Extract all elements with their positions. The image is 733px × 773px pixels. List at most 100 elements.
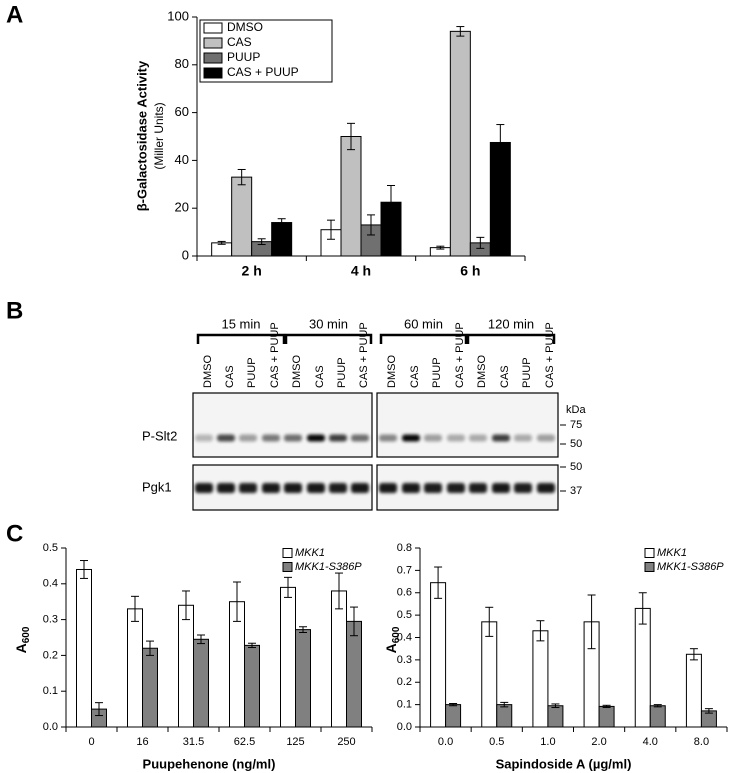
error-bar — [704, 708, 713, 714]
error-bar — [449, 703, 458, 707]
band — [262, 434, 280, 442]
marker-label: 75 — [570, 419, 582, 431]
band — [217, 434, 235, 442]
bar — [271, 222, 293, 257]
bracket — [379, 333, 468, 344]
y-tick-label: 0.7 — [397, 564, 412, 576]
bar — [430, 582, 447, 728]
bar — [331, 590, 347, 728]
band — [514, 483, 532, 493]
bar — [445, 704, 462, 728]
legend-label: MKK1-S386P — [657, 561, 724, 573]
band — [469, 434, 487, 442]
error-bar — [146, 640, 154, 656]
legend-swatch — [203, 37, 223, 49]
lane-label: CAS + PUUP — [544, 322, 556, 388]
y-tick-label: 0.1 — [43, 685, 58, 697]
time-label: 15 min — [221, 316, 260, 331]
error-bar — [347, 122, 355, 151]
x-tick-label: 0.5 — [489, 736, 504, 748]
x-tick-label: 0 — [88, 736, 94, 748]
band — [307, 483, 325, 493]
band — [469, 483, 487, 493]
bar — [634, 607, 651, 728]
error-bar — [248, 642, 256, 649]
lane-label: PUUP — [336, 357, 348, 388]
error-bar — [587, 594, 596, 650]
y-tick-label: 80 — [175, 56, 189, 71]
x-tick-label: 2.0 — [591, 736, 606, 748]
legend-swatch — [203, 22, 223, 34]
lane-label: DMSO — [202, 355, 214, 388]
time-label: 60 min — [404, 316, 443, 331]
band — [424, 483, 442, 493]
x-tick-label: 125 — [286, 736, 304, 748]
y-tick-label: 0.4 — [43, 578, 58, 590]
y-axis-label: A600 — [13, 626, 32, 653]
band — [307, 434, 325, 442]
lane-label: DMSO — [386, 355, 398, 388]
error-bar — [367, 214, 375, 236]
y-axis-label-subscript: 600 — [391, 626, 402, 643]
bar — [142, 647, 158, 728]
y-tick-label: 0.2 — [43, 649, 58, 661]
legend-swatch — [203, 52, 223, 64]
bar — [449, 30, 471, 257]
band — [329, 434, 347, 442]
x-tick-label: 1.0 — [540, 736, 555, 748]
y-axis-label: A600 — [383, 626, 402, 653]
bar — [496, 704, 513, 728]
bar — [231, 176, 253, 257]
y-tick-label: 0.4 — [397, 631, 412, 643]
time-label: 120 min — [488, 316, 534, 331]
band — [217, 483, 235, 493]
error-bar — [602, 704, 611, 709]
lane-label: CAS + PUUP — [454, 322, 466, 388]
lane-label: CAS + PUUP — [269, 322, 281, 388]
band — [351, 434, 369, 442]
error-bar — [456, 26, 465, 37]
kda-label: kDa — [566, 404, 586, 416]
legend-swatch — [282, 562, 293, 572]
lane-label: CAS — [224, 365, 236, 388]
bar — [346, 620, 362, 728]
lane-label: CAS + PUUP — [358, 322, 370, 388]
bracket — [466, 333, 556, 344]
error-bar — [436, 245, 445, 250]
y-tick-label: 0.5 — [43, 542, 58, 554]
y-tick-label: 0.3 — [397, 654, 412, 666]
y-tick-label: 0.6 — [397, 587, 412, 599]
bar — [649, 705, 666, 728]
bar — [340, 136, 362, 257]
bracket — [284, 333, 373, 344]
time-label: 30 min — [309, 316, 348, 331]
marker-label: 37 — [570, 485, 582, 497]
legend-label: CAS — [227, 35, 252, 49]
lane-label: PUUP — [521, 357, 533, 388]
band — [447, 434, 465, 442]
legend-swatch — [644, 548, 655, 558]
error-bar — [638, 592, 647, 625]
bar — [244, 644, 260, 728]
band — [379, 434, 397, 442]
marker-label: 50 — [570, 438, 582, 450]
x-tick-label: 0.0 — [438, 736, 453, 748]
x-tick-label: 16 — [136, 736, 148, 748]
bar — [547, 705, 564, 728]
band — [239, 434, 257, 442]
blot-frame — [376, 392, 559, 458]
y-tick-label: 0 — [182, 247, 189, 262]
error-bar — [500, 701, 509, 708]
error-bar — [476, 236, 485, 249]
error-bar — [335, 572, 343, 610]
lane-label: DMSO — [476, 355, 488, 388]
band — [284, 434, 302, 442]
y-axis-label-main: A — [13, 643, 29, 653]
band — [492, 434, 510, 442]
lane-label: PUUP — [246, 357, 258, 388]
x-axis-label: Puupehenone (ng/ml) — [143, 756, 276, 771]
error-bar — [496, 124, 505, 161]
x-tick-label: 4 h — [351, 263, 371, 279]
error-bar — [95, 702, 103, 717]
y-axis-units: (Miller Units) — [152, 102, 166, 169]
